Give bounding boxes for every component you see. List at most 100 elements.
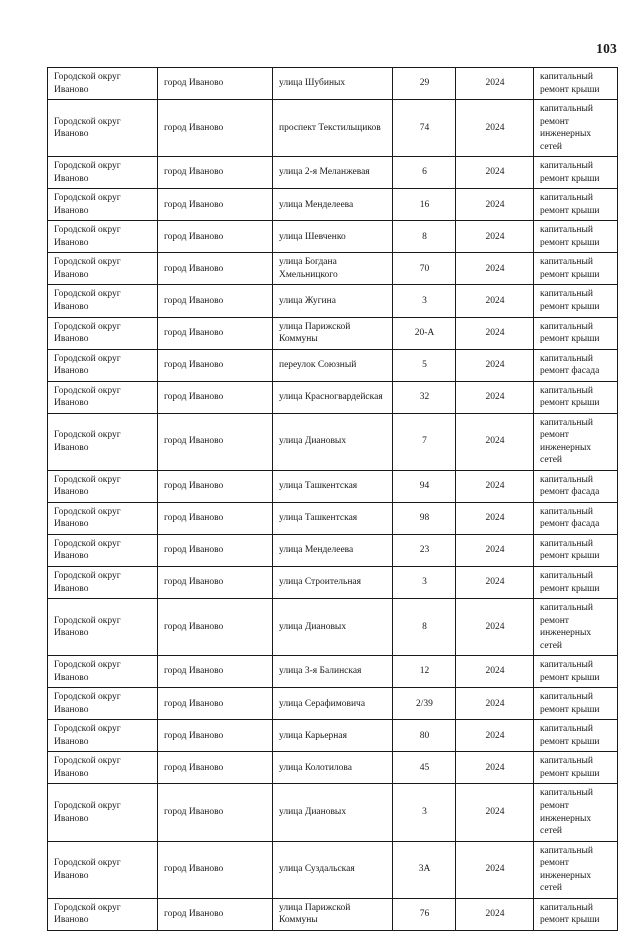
cell-settlement: город Иваново: [157, 284, 273, 318]
cell-settlement: город Иваново: [157, 156, 273, 190]
cell-street: улица Карьерная: [272, 719, 393, 753]
table-row: Городской округ Иваново город Иваново улиц…: [47, 501, 618, 535]
cell-municipality: Городской округ Иваново: [47, 220, 158, 254]
page-number: 103: [596, 41, 617, 56]
cell-house-number: 98: [392, 501, 456, 535]
cell-settlement: город Иваново: [157, 412, 273, 471]
cell-street: улица Парижской Коммуны: [272, 897, 393, 931]
cell-settlement: город Иваново: [157, 783, 273, 842]
cell-house-number: 3: [392, 783, 456, 842]
table-row: Городской округ Иваново город Иваново улиц…: [47, 840, 618, 899]
cell-settlement: город Иваново: [157, 655, 273, 689]
cell-municipality: Городской округ Иваново: [47, 533, 158, 568]
cell-year: 2024: [455, 284, 534, 318]
cell-house-number: 80: [392, 719, 456, 753]
cell-work-type: капитальный ремонт крыши: [533, 284, 618, 318]
cell-work-type: капитальный ремонт крыши: [533, 533, 618, 568]
table-row: Городской округ Иваново город Иваново улиц…: [47, 412, 618, 471]
capital-repair-table: Городской округ Иваново город Иваново улиц…: [47, 66, 618, 931]
cell-settlement: город Иваново: [157, 501, 273, 535]
cell-municipality: Городской округ Иваново: [47, 188, 158, 222]
cell-municipality: Городской округ Иваново: [47, 252, 158, 286]
cell-street: улица Парижской Коммуны: [272, 316, 393, 350]
cell-year: 2024: [455, 751, 534, 785]
cell-house-number: 5: [392, 348, 456, 382]
cell-year: 2024: [455, 220, 534, 254]
cell-year: 2024: [455, 316, 534, 350]
cell-municipality: Городской округ Иваново: [47, 565, 158, 600]
table-row: Городской округ Иваново город Иваново улиц…: [47, 687, 618, 721]
cell-settlement: город Иваново: [157, 598, 273, 657]
cell-municipality: Городской округ Иваново: [47, 412, 158, 471]
cell-municipality: Городской округ Иваново: [47, 469, 158, 503]
cell-municipality: Городской округ Иваново: [47, 348, 158, 382]
cell-work-type: капитальный ремонт крыши: [533, 220, 618, 254]
cell-year: 2024: [455, 783, 534, 842]
cell-house-number: 94: [392, 469, 456, 503]
table-row: Городской округ Иваново город Иваново улиц…: [47, 565, 618, 600]
cell-street: улица Суздальская: [272, 840, 393, 899]
cell-settlement: город Иваново: [157, 751, 273, 785]
cell-street: улица 3-я Балинская: [272, 655, 393, 689]
cell-work-type: капитальный ремонт крыши: [533, 687, 618, 721]
cell-municipality: Городской округ Иваново: [47, 840, 158, 899]
cell-street: улица Менделеева: [272, 188, 393, 222]
cell-street: улица Ташкентская: [272, 469, 393, 503]
cell-municipality: Городской округ Иваново: [47, 316, 158, 350]
cell-street: улица Диановых: [272, 598, 393, 657]
cell-year: 2024: [455, 565, 534, 600]
cell-work-type: капитальный ремонт инженерных сетей: [533, 598, 618, 657]
cell-house-number: 8: [392, 220, 456, 254]
table-row: Городской округ Иваново город Иваново улиц…: [47, 897, 618, 931]
cell-settlement: город Иваново: [157, 719, 273, 753]
cell-house-number: 16: [392, 188, 456, 222]
cell-work-type: капитальный ремонт инженерных сетей: [533, 783, 618, 842]
cell-work-type: капитальный ремонт инженерных сетей: [533, 412, 618, 471]
cell-municipality: Городской округ Иваново: [47, 156, 158, 190]
cell-settlement: город Иваново: [157, 380, 273, 414]
table-row: Городской округ Иваново город Иваново пере…: [47, 348, 618, 382]
table-row: Городской округ Иваново город Иваново улиц…: [47, 469, 618, 503]
cell-settlement: город Иваново: [157, 840, 273, 899]
table-row: Городской округ Иваново город Иваново улиц…: [47, 380, 618, 414]
cell-municipality: Городской округ Иваново: [47, 99, 158, 158]
cell-house-number: 2/39: [392, 687, 456, 721]
cell-settlement: город Иваново: [157, 99, 273, 158]
cell-year: 2024: [455, 533, 534, 568]
cell-street: улица 2-я Меланжевая: [272, 156, 393, 190]
cell-house-number: 23: [392, 533, 456, 568]
cell-house-number: 29: [392, 66, 456, 101]
cell-house-number: 12: [392, 655, 456, 689]
cell-street: улица Жугина: [272, 284, 393, 318]
cell-street: улица Менделеева: [272, 533, 393, 568]
cell-street: улица Богдана Хмельницкого: [272, 252, 393, 286]
cell-year: 2024: [455, 840, 534, 899]
cell-settlement: город Иваново: [157, 220, 273, 254]
cell-work-type: капитальный ремонт крыши: [533, 751, 618, 785]
table-row: Городской округ Иваново город Иваново улиц…: [47, 188, 618, 222]
cell-work-type: капитальный ремонт крыши: [533, 66, 618, 101]
cell-street: улица Красногвардейская: [272, 380, 393, 414]
capital-repair-table-wrap: Городской округ Иваново город Иваново улиц…: [47, 66, 618, 931]
cell-work-type: капитальный ремонт инженерных сетей: [533, 840, 618, 899]
cell-year: 2024: [455, 412, 534, 471]
cell-work-type: капитальный ремонт крыши: [533, 188, 618, 222]
cell-street: проспект Текстильщиков: [272, 99, 393, 158]
table-row: Городской округ Иваново город Иваново прос…: [47, 99, 618, 158]
table-row: Городской округ Иваново город Иваново улиц…: [47, 533, 618, 568]
cell-settlement: город Иваново: [157, 469, 273, 503]
cell-year: 2024: [455, 252, 534, 286]
cell-work-type: капитальный ремонт крыши: [533, 316, 618, 350]
cell-year: 2024: [455, 188, 534, 222]
cell-year: 2024: [455, 598, 534, 657]
cell-municipality: Городской округ Иваново: [47, 655, 158, 689]
cell-year: 2024: [455, 719, 534, 753]
table-body: Городской округ Иваново город Иваново улиц…: [47, 66, 618, 931]
cell-work-type: капитальный ремонт инженерных сетей: [533, 99, 618, 158]
cell-work-type: капитальный ремонт крыши: [533, 380, 618, 414]
cell-municipality: Городской округ Иваново: [47, 284, 158, 318]
table-row: Городской округ Иваново город Иваново улиц…: [47, 655, 618, 689]
cell-municipality: Городской округ Иваново: [47, 380, 158, 414]
cell-year: 2024: [455, 655, 534, 689]
table-row: Городской округ Иваново город Иваново улиц…: [47, 220, 618, 254]
